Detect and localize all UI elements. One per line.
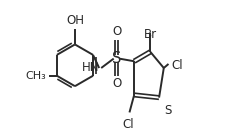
Text: Br: Br <box>143 28 156 41</box>
Text: Cl: Cl <box>122 118 133 131</box>
Text: S: S <box>163 104 170 117</box>
Text: Cl: Cl <box>170 59 182 72</box>
Text: S: S <box>112 51 121 66</box>
Text: HN: HN <box>82 61 99 75</box>
Text: O: O <box>112 77 121 90</box>
Text: OH: OH <box>66 14 84 27</box>
Text: CH₃: CH₃ <box>25 71 46 81</box>
Text: O: O <box>112 25 121 38</box>
